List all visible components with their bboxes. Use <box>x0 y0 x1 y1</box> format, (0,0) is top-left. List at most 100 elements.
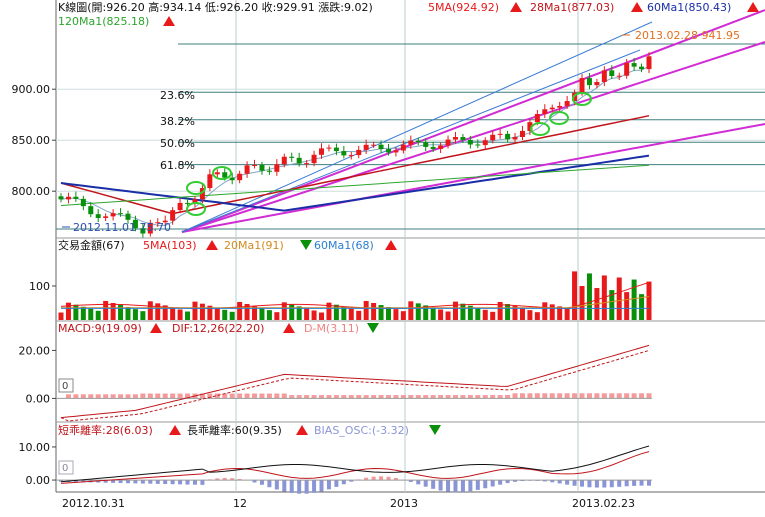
bias-histogram-bar <box>267 480 271 487</box>
macd-histogram-bar <box>624 393 629 398</box>
volume-bar <box>334 305 339 320</box>
macd-histogram-bar <box>96 394 101 398</box>
volume-bar <box>259 308 264 320</box>
macd-histogram-bar <box>594 393 599 398</box>
volume-bar <box>140 311 145 320</box>
volume-bar <box>460 304 465 320</box>
volume-bar <box>148 301 153 320</box>
candle-body <box>66 197 71 200</box>
volume-bar <box>371 303 376 320</box>
macd-histogram-bar <box>609 393 614 398</box>
candle-body <box>371 145 376 146</box>
macd-histogram-bar <box>274 394 279 399</box>
macd-histogram-bar <box>230 394 235 399</box>
candle-body <box>423 142 428 147</box>
candle-body <box>349 155 354 156</box>
candle-body <box>393 150 398 152</box>
volume-bar <box>215 308 220 320</box>
candle-body <box>326 148 331 149</box>
macd-histogram-bar <box>572 393 577 398</box>
legend-macd: MACD:9(19.09) <box>58 322 142 335</box>
candle-body <box>460 137 465 140</box>
volume-bar <box>364 301 369 320</box>
volume-bar <box>237 302 242 320</box>
y-tick-label: 0.00 <box>26 474 51 487</box>
macd-histogram-bar <box>267 394 272 399</box>
candle-body <box>88 206 93 214</box>
candle-body <box>557 106 562 108</box>
candle-body <box>312 155 317 163</box>
bias-histogram-bar <box>193 480 197 485</box>
macd-histogram-bar <box>103 394 108 398</box>
volume-bar <box>349 309 354 320</box>
candle-body <box>297 158 302 164</box>
candle-body <box>364 145 369 150</box>
candle-body <box>118 213 123 214</box>
candle-body <box>304 163 309 164</box>
y-tick-label: 0.00 <box>26 392 51 405</box>
candle-body <box>96 214 101 218</box>
volume-bar <box>647 282 652 320</box>
x-tick-label: 2012.10.31 <box>62 497 125 510</box>
bias-histogram-bar <box>647 480 651 486</box>
macd-histogram-bar <box>282 394 287 399</box>
volume-bar <box>431 307 436 320</box>
macd-histogram-bar <box>550 393 555 398</box>
macd-histogram-bar <box>587 393 592 398</box>
candle-body <box>505 134 510 140</box>
bias-histogram-bar <box>200 480 204 485</box>
macd-histogram-bar <box>527 393 532 398</box>
bias-histogram-bar <box>446 480 450 492</box>
bias-histogram-bar <box>334 480 338 487</box>
y-tick-label: 10.00 <box>19 441 51 454</box>
macd-histogram-bar <box>632 393 637 398</box>
candle-body <box>222 172 227 177</box>
volume-bar <box>379 305 384 320</box>
candle-body <box>647 56 652 69</box>
candle-body <box>334 148 339 151</box>
candle-body <box>267 171 272 172</box>
legend-volume-title: 交易金額(67) <box>58 238 125 252</box>
candle-body <box>245 165 250 173</box>
candle-body <box>282 157 287 165</box>
candle-body <box>237 174 242 180</box>
bias-histogram-bar <box>141 480 145 483</box>
bias-histogram-bar <box>595 480 599 487</box>
candle-body <box>535 114 540 122</box>
candle-body <box>408 141 413 145</box>
volume-bar <box>267 310 272 320</box>
y-tick-label: 800.00 <box>12 185 51 198</box>
volume-bar <box>475 308 480 320</box>
legend-volume-ma60: 60Ma1(68) <box>314 239 374 252</box>
bias-histogram-bar <box>565 480 569 485</box>
candle-body <box>550 108 555 110</box>
bias-histogram-bar <box>610 480 614 487</box>
candle-body <box>498 134 503 135</box>
macd-histogram-bar <box>118 394 123 398</box>
candle-body <box>59 196 64 199</box>
legend-ma120: 120Ma1(825.18) <box>58 15 149 28</box>
volume-bar <box>274 312 279 320</box>
candle-body <box>438 145 443 148</box>
candle-body <box>103 216 108 218</box>
x-tick-label: 2013 <box>390 497 418 510</box>
bias-histogram-bar <box>587 480 591 487</box>
candle-body <box>289 157 294 158</box>
volume-bar <box>230 312 235 320</box>
candle-body <box>230 178 235 181</box>
y-tick-label: 900.00 <box>12 83 51 96</box>
y-tick-label: 850.00 <box>12 134 51 147</box>
candle-body <box>617 76 622 77</box>
macd-histogram-bar <box>237 394 242 399</box>
macd-histogram-bar <box>245 394 250 399</box>
volume-bar <box>520 308 525 320</box>
bias-histogram-bar <box>275 480 279 489</box>
candle-body <box>356 150 361 155</box>
candle-body <box>632 63 637 67</box>
bias-histogram-bar <box>483 480 487 488</box>
candle-body <box>73 197 78 199</box>
volume-bar <box>393 309 398 320</box>
bias-histogram-bar <box>431 480 435 489</box>
volume-bar <box>483 310 488 320</box>
bias-histogram-bar <box>305 480 309 494</box>
